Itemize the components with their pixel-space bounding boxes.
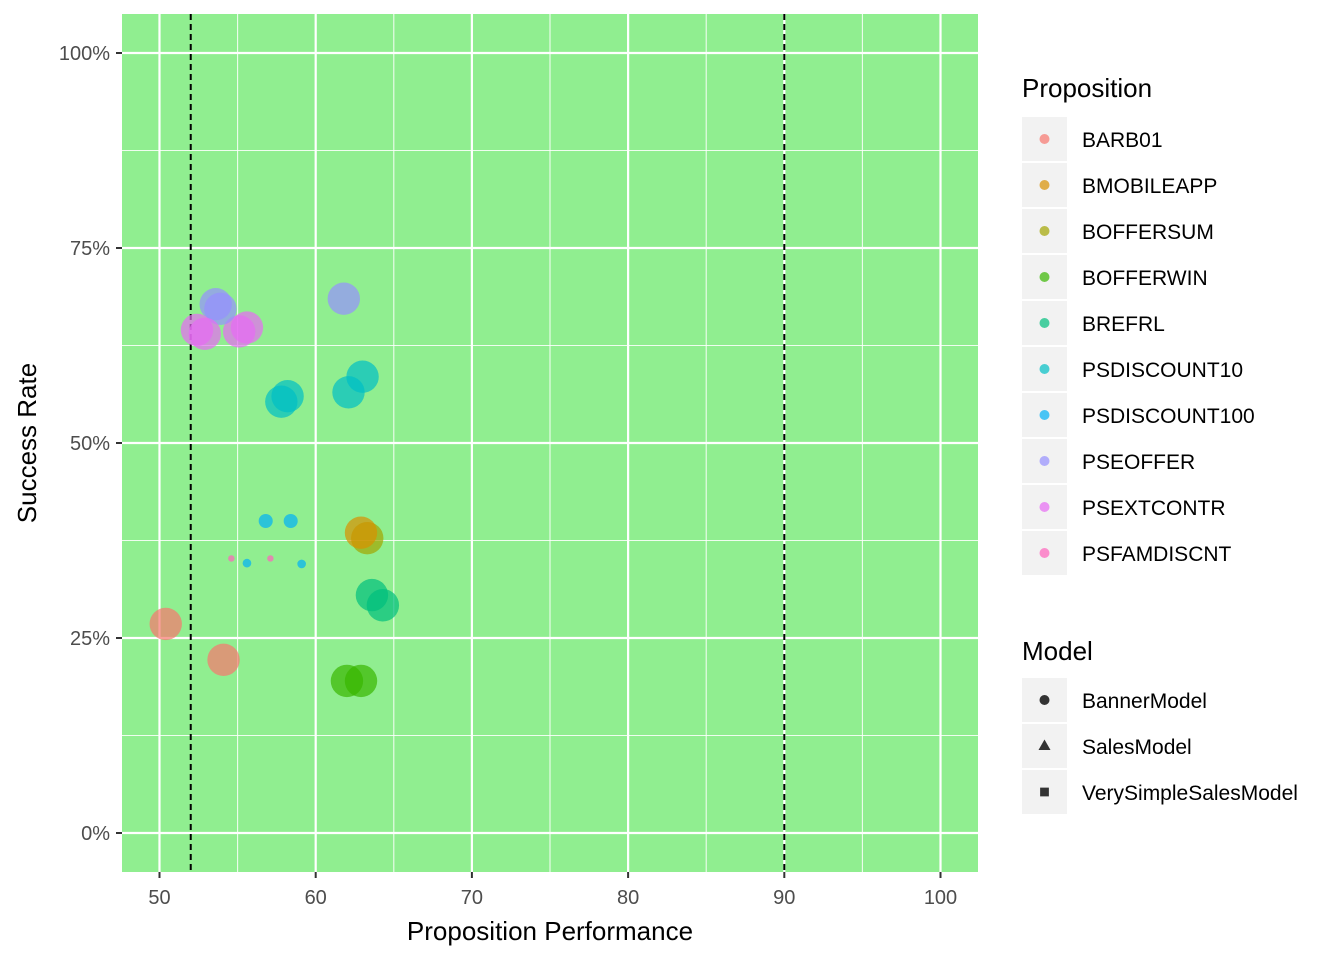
data-points	[149, 282, 400, 698]
legend-label: PSEXTCONTR	[1082, 497, 1226, 520]
proposition-legend-title: Proposition	[1022, 73, 1152, 103]
legend-label: PSDISCOUNT10	[1082, 359, 1243, 382]
data-point	[297, 559, 306, 569]
legend-label: BARB01	[1082, 129, 1163, 152]
legend-color-swatch	[1039, 272, 1050, 282]
legend-shape-swatch	[1039, 695, 1050, 705]
data-point	[330, 664, 364, 698]
x-axis: 50 60 70 80 90 100	[148, 872, 957, 909]
model-legend: Model BannerModel SalesModel VerySimpleSal…	[1022, 636, 1298, 814]
model-legend-title: Model	[1022, 636, 1093, 666]
proposition-legend: Proposition BARB01 BMOBILEAPP BOFFERSUM BOF…	[1022, 73, 1255, 575]
legend-shape-swatch	[1040, 787, 1049, 797]
y-tick-label: 75%	[70, 238, 110, 260]
legend-label: VerySimpleSalesModel	[1082, 782, 1298, 805]
data-point	[258, 513, 273, 529]
x-tick-label: 90	[773, 887, 795, 909]
data-point	[283, 513, 298, 529]
x-tick-label: 80	[617, 887, 639, 909]
data-point	[149, 607, 182, 641]
y-tick-label: 100%	[59, 43, 110, 65]
legend-label: BOFFERWIN	[1082, 267, 1208, 290]
y-axis: 0% 25% 50% 75% 100%	[59, 43, 122, 845]
y-axis-title: Success Rate	[12, 363, 42, 523]
y-tick-label: 25%	[70, 628, 110, 650]
legend-color-swatch	[1039, 364, 1050, 374]
legend-color-swatch	[1039, 502, 1050, 512]
legend-label: BannerModel	[1082, 690, 1207, 713]
data-point	[366, 589, 400, 622]
legend-label: BMOBILEAPP	[1082, 175, 1217, 198]
x-axis-title: Proposition Performance	[407, 916, 693, 946]
data-point	[228, 555, 235, 562]
legend-color-swatch	[1039, 180, 1050, 190]
legend-label: BREFRL	[1082, 313, 1165, 336]
legend-shape-swatch	[1038, 739, 1051, 750]
y-tick-label: 0%	[81, 823, 110, 845]
data-point	[327, 282, 361, 315]
data-point	[188, 317, 221, 350]
legend-label: PSEOFFER	[1082, 451, 1195, 474]
x-tick-label: 100	[924, 887, 957, 909]
legend-color-swatch	[1039, 456, 1050, 466]
legend-color-swatch	[1039, 410, 1050, 420]
y-tick-label: 50%	[70, 433, 110, 455]
legend-label: PSDISCOUNT100	[1082, 405, 1255, 428]
x-tick-label: 70	[461, 887, 483, 909]
x-tick-label: 50	[148, 887, 170, 909]
data-point	[204, 292, 237, 326]
major-gridlines	[122, 14, 978, 872]
data-point	[267, 555, 274, 562]
legend-label: SalesModel	[1082, 736, 1192, 759]
legend-label: PSFAMDISCNT	[1082, 543, 1232, 566]
legend-color-swatch	[1039, 548, 1050, 558]
legend-color-swatch	[1039, 318, 1050, 328]
reference-lines	[189, 14, 786, 872]
data-point	[222, 315, 256, 348]
data-point	[265, 385, 298, 418]
x-tick-label: 60	[305, 887, 327, 909]
data-point	[242, 558, 252, 568]
legend-color-swatch	[1039, 134, 1050, 144]
legend-color-swatch	[1039, 226, 1050, 236]
data-point	[332, 376, 365, 409]
data-point	[344, 516, 378, 549]
data-point	[207, 643, 240, 677]
legend-label: BOFFERSUM	[1082, 221, 1214, 244]
